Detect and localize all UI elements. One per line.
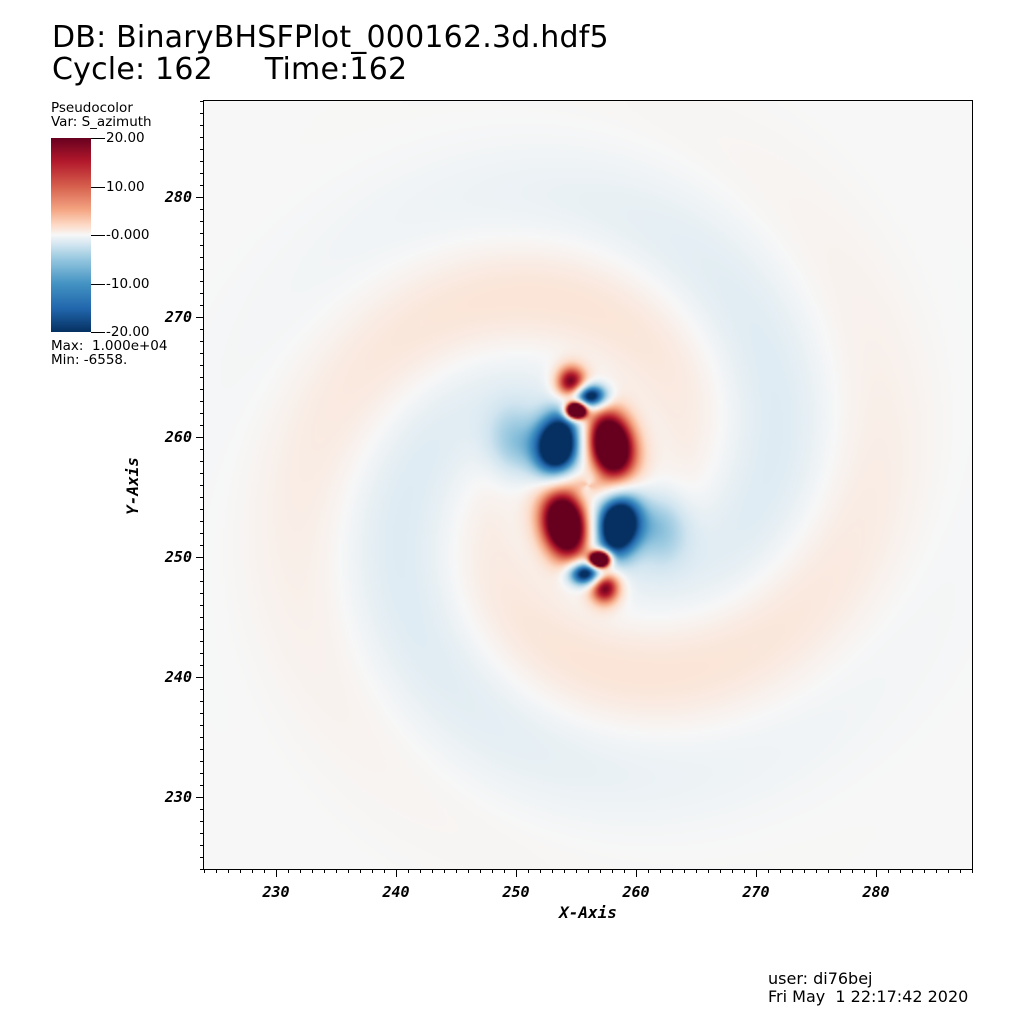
- x-tick-label: 250: [501, 883, 529, 901]
- plot-area: [203, 100, 973, 870]
- colorbar-tick: [91, 332, 105, 333]
- database-title: DB: BinaryBHSFPlot_000162.3d.hdf5: [52, 20, 609, 55]
- footer-user: user: di76bej: [768, 969, 873, 988]
- y-tick-label: 240: [164, 668, 192, 686]
- y-tick-label: 230: [164, 788, 192, 806]
- colorbar-tick-label: 10.00: [106, 179, 145, 195]
- colorbar-tick: [91, 284, 105, 285]
- y-tick-label: 260: [164, 428, 192, 446]
- legend-max: Max: 1.000e+04: [51, 338, 168, 354]
- legend-title: Pseudocolor: [51, 100, 133, 116]
- legend-variable: Var: S_azimuth: [51, 114, 152, 130]
- colorbar-tick-label: 20.00: [106, 130, 145, 146]
- colorbar: [51, 138, 91, 332]
- colorbar-tick-label: -20.00: [106, 324, 150, 340]
- colorbar-tick: [91, 235, 105, 236]
- pseudocolor-field: [204, 101, 972, 869]
- x-axis-title: X-Axis: [557, 903, 617, 922]
- colorbar-tick: [91, 187, 105, 188]
- footer-date: Fri May 1 22:17:42 2020: [768, 987, 969, 1006]
- y-tick-label: 280: [164, 188, 192, 206]
- legend-min: Min: -6558.: [51, 352, 128, 368]
- x-tick-label: 240: [381, 883, 409, 901]
- x-tick-label: 270: [741, 883, 769, 901]
- cycle-time-line: Cycle: 162 Time:162: [52, 54, 407, 86]
- y-axis-title: Y-Axis: [123, 457, 142, 515]
- colorbar-tick: [91, 138, 105, 139]
- y-tick-label: 270: [164, 308, 192, 326]
- x-tick-label: 230: [261, 883, 289, 901]
- x-tick-label: 260: [621, 883, 649, 901]
- colorbar-tick-label: -10.00: [106, 276, 150, 292]
- x-tick-label: 280: [861, 883, 889, 901]
- y-tick-label: 250: [164, 548, 192, 566]
- time-label: Time:162: [264, 52, 408, 87]
- cycle-label: Cycle: 162: [52, 52, 213, 87]
- colorbar-tick-label: -0.000: [106, 227, 150, 243]
